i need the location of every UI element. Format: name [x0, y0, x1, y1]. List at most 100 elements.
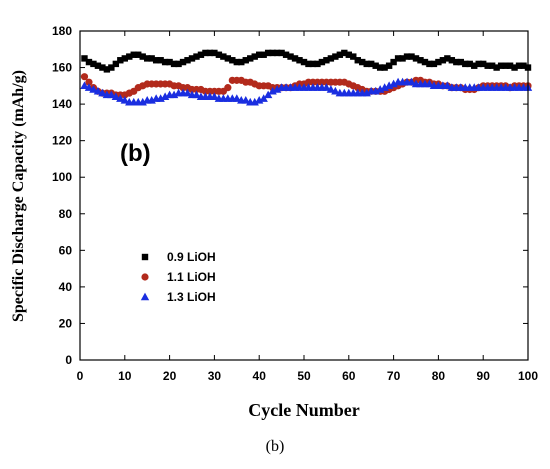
data-point-0-9-lioh: [372, 62, 379, 69]
data-point-0-9-lioh: [126, 53, 133, 60]
data-point-0-9-lioh: [112, 60, 120, 68]
data-point-0-9-lioh: [412, 55, 420, 62]
data-point-0-9-lioh: [188, 55, 196, 62]
data-point-0-9-lioh: [197, 51, 205, 58]
x-tick-label: 10: [118, 369, 132, 383]
data-point-0-9-lioh: [85, 58, 93, 66]
data-point-0-9-lioh: [242, 57, 249, 64]
data-point-0-9-lioh: [480, 60, 487, 68]
data-point-0-9-lioh: [215, 51, 223, 58]
data-point-0-9-lioh: [81, 55, 88, 62]
data-point-1-3-lioh: [93, 86, 103, 95]
x-tick-label: 50: [297, 369, 311, 383]
y-tick-label: 120: [52, 134, 72, 148]
data-point-0-9-lioh: [193, 53, 200, 60]
data-point-0-9-lioh: [457, 58, 464, 66]
x-tick-label: 60: [342, 369, 356, 383]
data-point-0-9-lioh: [247, 55, 254, 62]
data-point-1-3-lioh: [407, 77, 416, 86]
data-point-0-9-lioh: [130, 51, 137, 58]
data-point-1-3-lioh: [322, 83, 331, 91]
data-point-0-9-lioh: [202, 49, 209, 57]
x-tick-label: 40: [253, 369, 267, 383]
data-point-0-9-lioh: [305, 60, 312, 68]
data-point-0-9-lioh: [488, 62, 496, 69]
data-point-0-9-lioh: [520, 62, 527, 69]
data-point-0-9-lioh: [269, 49, 276, 57]
legend-label: 0.9 LiOH: [167, 250, 216, 264]
data-point-0-9-lioh: [103, 66, 111, 73]
data-point-1-3-lioh: [232, 94, 241, 102]
data-point-0-9-lioh: [345, 51, 352, 58]
data-point-0-9-lioh: [341, 49, 348, 57]
data-point-0-9-lioh: [327, 55, 335, 62]
data-point-1-3-lioh: [192, 90, 201, 99]
data-point-0-9-lioh: [264, 49, 272, 57]
data-point-0-9-lioh: [444, 55, 451, 62]
data-point-0-9-lioh: [493, 64, 500, 71]
data-point-1-3-lioh: [89, 85, 98, 93]
data-point-1-3-lioh: [98, 88, 107, 97]
y-tick-label: 20: [59, 316, 73, 330]
data-point-0-9-lioh: [139, 53, 146, 60]
data-point-0-9-lioh: [390, 58, 397, 66]
data-point-0-9-lioh: [233, 58, 240, 66]
x-tick-label: 30: [208, 369, 222, 383]
data-point-0-9-lioh: [332, 53, 339, 60]
data-point-1-3-lioh: [326, 85, 336, 93]
data-point-0-9-lioh: [435, 58, 442, 66]
data-point-0-9-lioh: [421, 58, 429, 66]
x-tick-label: 90: [477, 369, 491, 383]
data-point-1-1-lioh: [224, 84, 232, 92]
data-point-0-9-lioh: [350, 53, 357, 60]
data-point-0-9-lioh: [511, 64, 518, 71]
data-point-0-9-lioh: [318, 58, 326, 66]
x-axis-label: Cycle Number: [248, 400, 359, 420]
data-point-1-1-lioh: [85, 78, 93, 86]
data-point-0-9-lioh: [229, 57, 236, 64]
x-tick-label: 80: [432, 369, 446, 383]
y-axis-label: Specific Discharge Capacity (mAh/g): [10, 70, 27, 322]
data-point-1-3-lioh: [80, 81, 89, 90]
y-tick-label: 80: [59, 207, 73, 221]
data-point-0-9-lioh: [296, 57, 303, 64]
data-point-0-9-lioh: [448, 57, 456, 64]
data-point-1-3-lioh: [84, 83, 94, 91]
data-point-0-9-lioh: [506, 62, 514, 69]
data-point-0-9-lioh: [166, 58, 173, 66]
data-point-0-9-lioh: [256, 51, 263, 58]
y-tick-label: 180: [52, 24, 72, 38]
data-point-0-9-lioh: [144, 55, 151, 62]
series-1-1-lioh: [80, 73, 532, 99]
data-point-0-9-lioh: [175, 60, 182, 68]
ticks-layer: 0 10 20 30 40 50 60 70 80 90 100 0 20 40 60 80 100 120 140…: [52, 24, 538, 383]
data-point-0-9-lioh: [282, 51, 290, 58]
series-layer: [80, 49, 533, 106]
data-point-0-9-lioh: [359, 58, 366, 66]
data-point-0-9-lioh: [417, 57, 424, 64]
data-point-1-3-lioh: [331, 86, 340, 95]
data-point-0-9-lioh: [184, 57, 191, 64]
data-point-1-3-lioh: [120, 96, 129, 104]
data-point-0-9-lioh: [336, 51, 344, 58]
y-tick-label: 140: [52, 97, 72, 111]
legend: 0.9 LiOH 1.1 LiOH 1.3 LiOH: [140, 250, 216, 304]
y-tick-label: 0: [65, 353, 72, 367]
data-point-0-9-lioh: [90, 60, 97, 68]
data-point-0-9-lioh: [121, 55, 128, 62]
data-point-1-3-lioh: [183, 88, 192, 97]
legend-marker: [140, 292, 150, 301]
x-tick-label: 20: [163, 369, 177, 383]
series-1-3-lioh: [80, 77, 533, 106]
series-0-9-lioh: [81, 49, 532, 73]
panel-label: (b): [120, 140, 151, 167]
x-tick-label: 0: [77, 369, 84, 383]
data-point-1-3-lioh: [107, 90, 116, 99]
data-point-0-9-lioh: [152, 57, 160, 64]
data-point-0-9-lioh: [475, 60, 482, 68]
data-point-1-3-lioh: [443, 81, 452, 90]
data-point-0-9-lioh: [376, 64, 384, 71]
data-point-0-9-lioh: [439, 57, 447, 64]
